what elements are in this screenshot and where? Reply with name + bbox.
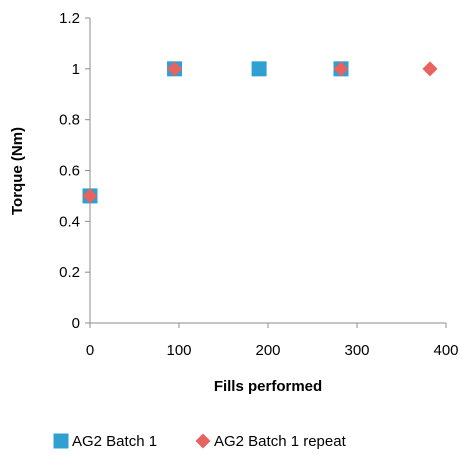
y-tick-label: 0.2	[59, 264, 80, 281]
axes	[85, 17, 447, 328]
legend-diamond-marker	[195, 433, 211, 449]
data-point-diamond	[82, 188, 98, 204]
data-point-diamond	[333, 61, 349, 77]
legend: AG2 Batch 1 AG2 Batch 1 repeat	[53, 433, 347, 450]
legend-label: AG2 Batch 1 repeat	[214, 433, 347, 450]
series-1	[82, 61, 349, 204]
x-tick-label: 200	[255, 342, 280, 359]
x-tick-label: 100	[166, 342, 191, 359]
x-axis-title: Fills performed	[214, 378, 322, 395]
x-tick-label: 400	[433, 342, 458, 359]
legend-item-1: AG2 Batch 1	[53, 433, 157, 450]
y-tick-label: 0	[72, 315, 80, 332]
data-point-square	[251, 61, 267, 77]
y-tick-label: 0.4	[59, 213, 80, 230]
series-2	[82, 61, 438, 204]
y-tick-label: 1.2	[59, 10, 80, 27]
y-axis-title: Torque (Nm)	[9, 127, 26, 215]
y-tick-label: 1	[72, 61, 80, 78]
legend-item-2: AG2 Batch 1 repeat	[195, 433, 347, 450]
y-tick-label: 0.6	[59, 163, 80, 180]
data-point-diamond	[422, 61, 438, 77]
x-tick-label: 300	[344, 342, 369, 359]
x-tick-label: 0	[86, 342, 94, 359]
legend-label: AG2 Batch 1	[72, 433, 157, 450]
tick-labels: 0 0.2 0.4 0.6 0.8 1 1.2 0 100 200 300 400	[59, 10, 458, 359]
legend-square-marker	[53, 433, 69, 449]
y-tick-label: 0.8	[59, 112, 80, 129]
data-series	[82, 61, 438, 204]
data-point-diamond	[167, 61, 183, 77]
